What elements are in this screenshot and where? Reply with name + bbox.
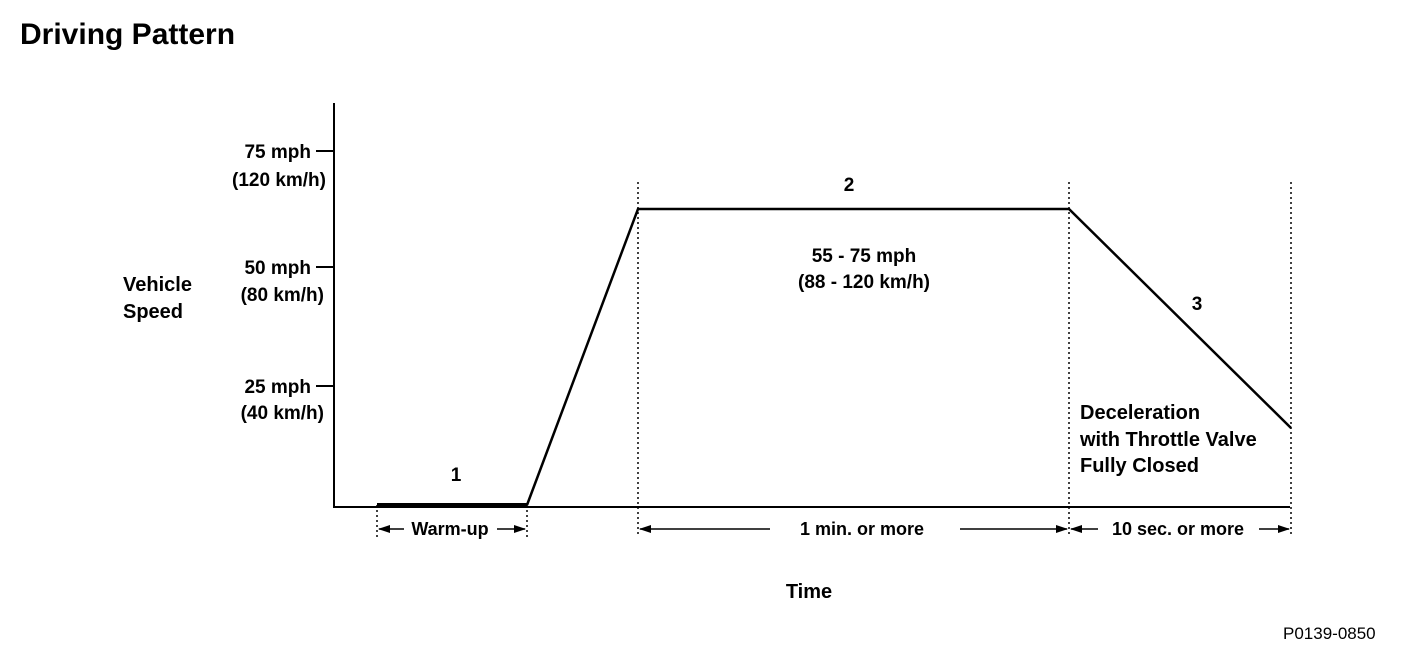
warm-up-duration-label: Warm-up <box>411 519 488 539</box>
y-axis-label-line-2: Speed <box>123 301 183 323</box>
phase-2-speed-kmh: (88 - 120 km/h) <box>798 272 930 293</box>
phase-3-note-line-2: with Throttle Valve <box>1079 429 1257 451</box>
phase-2-speed-mph: 55 - 75 mph <box>812 246 917 267</box>
page-title: Driving Pattern <box>20 18 236 51</box>
y-tick-label-25-kmh: (40 km/h) <box>241 403 324 424</box>
y-tick-label-50-mph: 50 mph <box>244 258 311 279</box>
phase-3-note-line-3: Fully Closed <box>1080 455 1199 477</box>
phase-3-duration-label: 10 sec. or more <box>1112 519 1244 539</box>
phase-2-duration-label: 1 min. or more <box>800 519 924 539</box>
phase-3-note-line-1: Deceleration <box>1080 402 1200 424</box>
y-tick-label-25-mph: 25 mph <box>244 377 311 398</box>
x-axis-label: Time <box>786 581 832 603</box>
y-tick-label-75-mph: 75 mph <box>244 142 311 163</box>
y-tick-label-75-kmh: (120 km/h) <box>232 170 326 191</box>
phase-number-3: 3 <box>1192 294 1203 315</box>
speed-profile-line <box>525 207 1292 506</box>
y-axis-label-line-1: Vehicle <box>123 274 192 296</box>
phase-number-2: 2 <box>844 175 855 196</box>
phase-number-1: 1 <box>451 465 462 486</box>
y-tick-label-50-kmh: (80 km/h) <box>241 285 324 306</box>
figure-id: P0139-0850 <box>1283 624 1376 643</box>
